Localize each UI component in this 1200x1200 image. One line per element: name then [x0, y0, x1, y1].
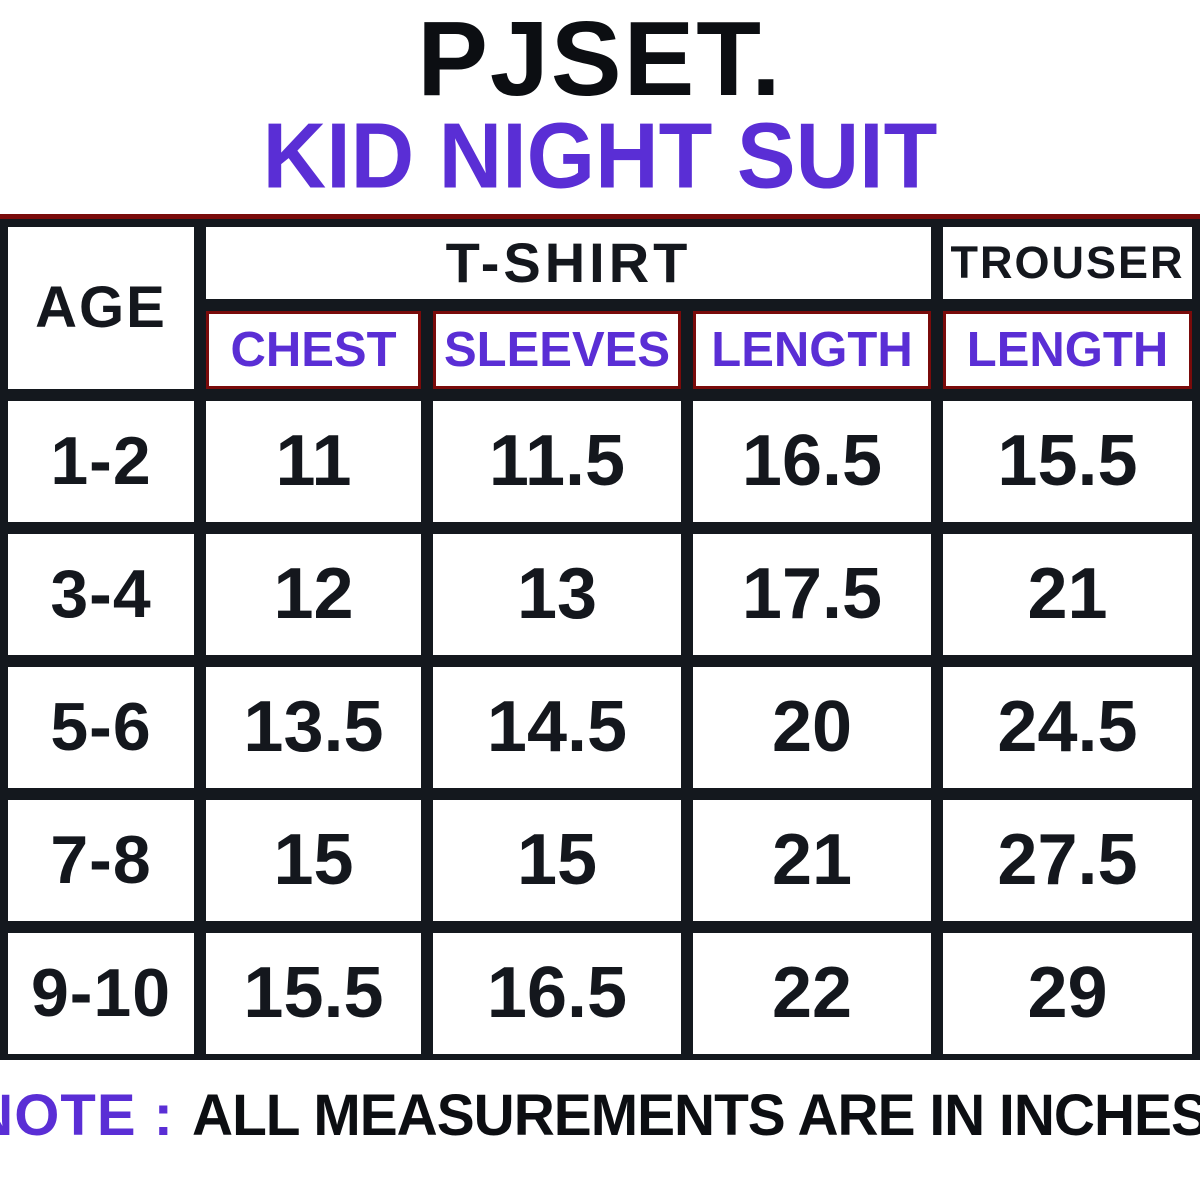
- tshirt-length-cell: 16.5: [693, 400, 931, 522]
- age-column-header: AGE: [8, 226, 194, 389]
- age-cell: 1-2: [8, 400, 194, 522]
- tshirt-length-cell: 17.5: [693, 533, 931, 655]
- page-subtitle: KID NIGHT SUIT: [262, 103, 938, 208]
- tshirt-length-column-header: LENGTH: [693, 310, 931, 389]
- sleeves-cell: 13: [433, 533, 681, 655]
- chest-cell: 15: [206, 799, 421, 921]
- trouser-group-header: TROUSER: [943, 226, 1192, 299]
- measurement-note: NOTE : ALL MEASUREMENTS ARE IN INCHES: [0, 1082, 1200, 1149]
- chest-column-header: CHEST: [206, 310, 421, 389]
- title-block: PJSET. KID NIGHT SUIT: [0, 0, 1200, 208]
- size-table: AGE T-SHIRT TROUSER CHEST SLEEVES LENGTH…: [0, 213, 1200, 1060]
- brand-title: PJSET.: [417, 0, 783, 118]
- chest-cell: 15.5: [206, 932, 421, 1054]
- note-label: NOTE :: [0, 1082, 174, 1148]
- sleeves-cell: 11.5: [433, 400, 681, 522]
- tshirt-length-cell: 21: [693, 799, 931, 921]
- chest-cell: 12: [206, 533, 421, 655]
- trouser-length-cell: 27.5: [943, 799, 1192, 921]
- chest-cell: 11: [206, 400, 421, 522]
- tshirt-length-cell: 20: [693, 666, 931, 788]
- trouser-length-cell: 29: [943, 932, 1192, 1054]
- chest-cell: 13.5: [206, 666, 421, 788]
- sleeves-column-header: SLEEVES: [433, 310, 681, 389]
- sleeves-cell: 15: [433, 799, 681, 921]
- age-cell: 9-10: [8, 932, 194, 1054]
- trouser-length-column-header: LENGTH: [943, 310, 1192, 389]
- age-cell: 5-6: [8, 666, 194, 788]
- tshirt-group-header: T-SHIRT: [206, 226, 931, 299]
- note-text: ALL MEASUREMENTS ARE IN INCHES: [191, 1082, 1200, 1148]
- age-cell: 7-8: [8, 799, 194, 921]
- trouser-length-cell: 15.5: [943, 400, 1192, 522]
- age-cell: 3-4: [8, 533, 194, 655]
- trouser-length-cell: 21: [943, 533, 1192, 655]
- sleeves-cell: 16.5: [433, 932, 681, 1054]
- size-chart-page: PJSET. KID NIGHT SUIT AGE T-SHIRT TROUSE…: [0, 4, 1200, 1200]
- trouser-length-cell: 24.5: [943, 666, 1192, 788]
- tshirt-length-cell: 22: [693, 932, 931, 1054]
- sleeves-cell: 14.5: [433, 666, 681, 788]
